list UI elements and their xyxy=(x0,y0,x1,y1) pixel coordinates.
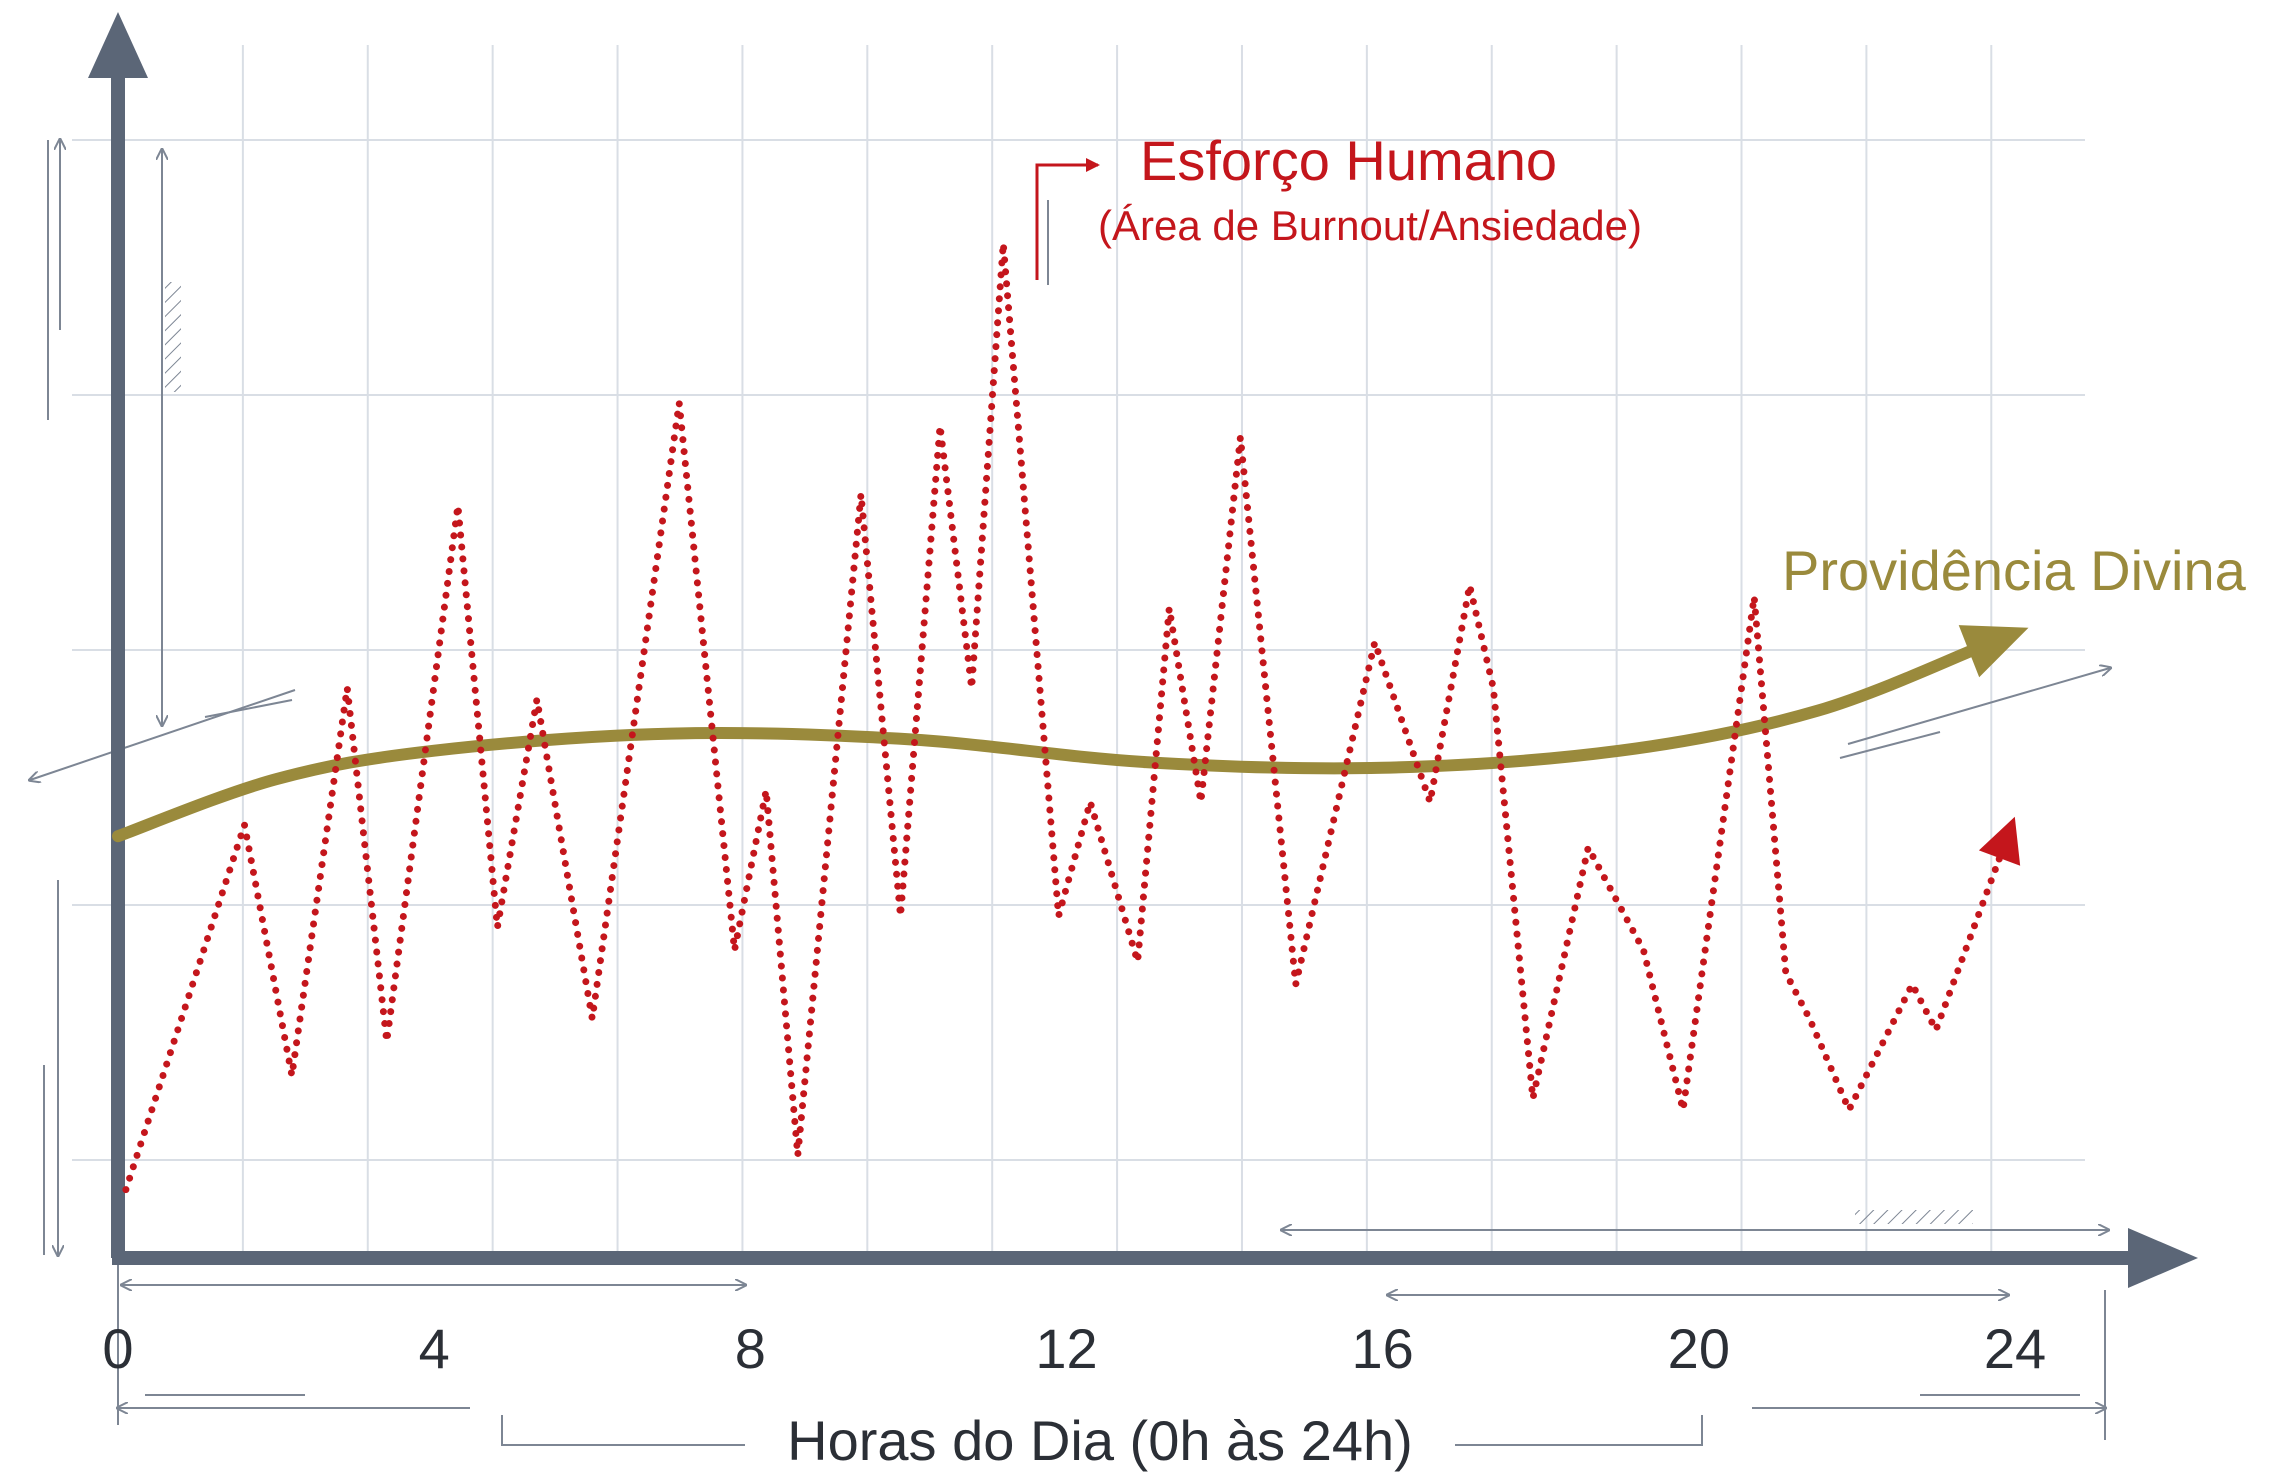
x-tick-label: 20 xyxy=(1668,1317,1730,1380)
dim-right-diagonal xyxy=(1847,668,2110,745)
x-tick-label: 16 xyxy=(1352,1317,1414,1380)
x-tick-label: 4 xyxy=(419,1317,450,1380)
providence-label: Providência Divina xyxy=(1782,539,2247,602)
effort-line xyxy=(122,239,2003,1194)
effort-title: Esforço Humano xyxy=(1140,129,1557,192)
x-tick-label: 8 xyxy=(735,1317,766,1380)
effort-arrowhead xyxy=(1978,816,2021,866)
series-layer xyxy=(112,239,2029,1194)
dimension-lines xyxy=(30,140,2110,1446)
x-tick-label: 12 xyxy=(1035,1317,1097,1380)
providence-curve xyxy=(112,636,1998,843)
dim-left-diagonal-2 xyxy=(204,699,293,718)
x-axis-label: Horas do Dia (0h às 24h) xyxy=(787,1409,1413,1472)
effort-subtitle: (Área de Burnout/Ansiedade) xyxy=(1098,202,1642,249)
xlabel-bracket xyxy=(501,1415,1703,1446)
y-axis-arrowhead xyxy=(88,12,148,78)
providence-arrowhead xyxy=(1958,625,2029,678)
annotations: Esforço Humano (Área de Burnout/Ansiedad… xyxy=(1035,129,2247,602)
x-axis-arrowhead xyxy=(2128,1228,2198,1288)
x-tick-labels: 0 4 8 12 16 20 24 xyxy=(102,1317,2046,1380)
effort-pointer xyxy=(1035,158,1100,280)
x-tick-label: 24 xyxy=(1984,1317,2046,1380)
dim-left-diagonal xyxy=(30,689,296,780)
x-tick-label: 0 xyxy=(102,1317,133,1380)
hatch-bottom xyxy=(1855,1210,1973,1224)
hatch-top xyxy=(165,282,181,392)
dim-right-diagonal-2 xyxy=(1839,731,1941,759)
axes xyxy=(88,12,2198,1288)
grid xyxy=(72,45,2085,1258)
